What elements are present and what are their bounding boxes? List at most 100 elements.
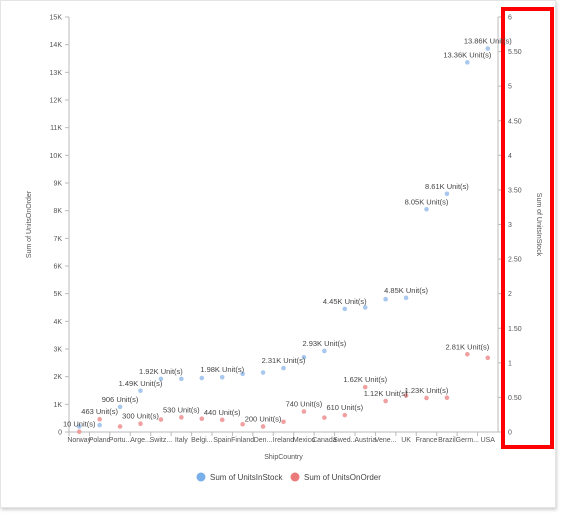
data-point[interactable] <box>301 355 307 360</box>
x-tick-label: Italy <box>175 437 188 444</box>
x-tick-label: Arge... <box>130 437 151 444</box>
data-point[interactable] <box>76 424 82 429</box>
right-tick-label: 2.50 <box>508 257 522 264</box>
x-tick-label: Vene... <box>375 437 397 444</box>
x-tick-label: Portu... <box>109 437 132 444</box>
data-point[interactable] <box>424 395 429 401</box>
x-tick-label: Austria <box>354 437 376 444</box>
data-label: 1.62K Unit(s) <box>343 375 387 384</box>
data-point[interactable] <box>260 370 266 375</box>
data-point[interactable] <box>179 376 184 382</box>
data-point[interactable] <box>465 351 470 357</box>
left-tick-label: 7K <box>53 236 62 243</box>
data-label: 4.85K Unit(s) <box>384 286 428 295</box>
data-point[interactable] <box>76 429 82 435</box>
data-point[interactable] <box>485 355 491 361</box>
left-tick-label: 12K <box>50 98 63 105</box>
data-label: 530 Unit(s) <box>163 405 200 414</box>
right-tick-label: 1 <box>508 360 512 367</box>
data-label: 2.31K Unit(s) <box>262 356 306 365</box>
data-point[interactable] <box>424 206 429 212</box>
data-point[interactable] <box>97 422 102 428</box>
left-tick-label: 6K <box>53 264 62 271</box>
data-point[interactable] <box>219 417 225 423</box>
data-point[interactable] <box>219 374 225 380</box>
left-tick-label: 0 <box>58 430 62 437</box>
data-point[interactable] <box>322 348 327 354</box>
data-label: 2.93K Unit(s) <box>302 339 346 348</box>
data-point[interactable] <box>117 424 123 429</box>
data-point[interactable] <box>117 404 123 410</box>
right-tick-label: 3.50 <box>508 187 522 194</box>
legend-marker[interactable] <box>290 472 300 482</box>
data-label: 4.45K Unit(s) <box>323 297 367 306</box>
data-point[interactable] <box>403 393 409 398</box>
data-point[interactable] <box>260 424 266 429</box>
data-point[interactable] <box>199 375 205 381</box>
data-label: 740 Unit(s) <box>286 400 323 409</box>
data-label: 300 Unit(s) <box>122 412 159 421</box>
left-tick-label: 10K <box>50 153 63 160</box>
data-label: 1.49K Unit(s) <box>119 379 163 388</box>
data-point[interactable] <box>158 376 164 382</box>
x-tick-label: Mexico <box>293 437 315 444</box>
right-tick-label: 4 <box>508 153 512 160</box>
data-label: 2.81K Unit(s) <box>445 342 489 351</box>
data-point[interactable] <box>383 296 388 302</box>
data-label: 13.86K Unit(s) <box>464 37 512 46</box>
data-point[interactable] <box>179 415 184 420</box>
data-point[interactable] <box>362 384 368 390</box>
data-point[interactable] <box>158 417 164 422</box>
left-tick-label: 8K <box>53 208 62 215</box>
data-label: 1.98K Unit(s) <box>200 365 244 374</box>
data-point[interactable] <box>465 60 470 65</box>
data-label: 1.92K Unit(s) <box>139 367 183 376</box>
right-axis-highlight-box <box>501 7 554 449</box>
left-tick-label: 15K <box>50 15 63 22</box>
data-point[interactable] <box>97 416 102 422</box>
x-tick-label: Norway <box>67 437 91 444</box>
left-tick-label: 3K <box>53 347 62 354</box>
data-point[interactable] <box>199 416 205 422</box>
x-axis-title: ShipCountry <box>264 454 303 461</box>
x-tick-label: Swed... <box>333 437 356 444</box>
data-point[interactable] <box>403 295 409 301</box>
right-tick-label: 4.50 <box>508 118 522 125</box>
data-point[interactable] <box>342 306 348 312</box>
legend-marker[interactable] <box>196 472 206 482</box>
x-tick-label: Switz... <box>150 437 173 444</box>
data-point[interactable] <box>281 419 286 425</box>
right-tick-label: 2 <box>508 291 512 298</box>
data-label: 10 Unit(s) <box>63 420 96 429</box>
data-point[interactable] <box>362 305 368 310</box>
data-point[interactable] <box>485 46 491 51</box>
right-tick-label: 1.50 <box>508 326 522 333</box>
data-point[interactable] <box>138 388 143 394</box>
data-point[interactable] <box>240 371 245 377</box>
data-point[interactable] <box>138 421 143 427</box>
data-point[interactable] <box>301 409 307 414</box>
left-tick-label: 1K <box>53 402 62 409</box>
data-point[interactable] <box>342 412 348 418</box>
left-tick-label: 13K <box>50 70 63 77</box>
x-tick-label: USA <box>481 437 496 444</box>
data-label: 8.05K Unit(s) <box>405 197 449 206</box>
x-tick-label: Finland <box>231 437 254 444</box>
data-label: 1.23K Unit(s) <box>405 386 449 395</box>
data-label: 8.61K Unit(s) <box>425 182 469 191</box>
left-tick-label: 11K <box>50 125 62 132</box>
data-point[interactable] <box>240 421 245 427</box>
x-tick-label: Canada <box>312 437 337 444</box>
data-point[interactable] <box>383 398 388 404</box>
data-label: 440 Unit(s) <box>204 408 241 417</box>
left-tick-label: 4K <box>53 319 62 326</box>
left-tick-label: 14K <box>50 42 63 49</box>
legend-label[interactable]: Sum of UnitsOnOrder <box>304 473 381 482</box>
x-tick-label: Belgi... <box>191 437 212 444</box>
legend-label[interactable]: Sum of UnitsInStock <box>210 473 283 482</box>
data-point[interactable] <box>444 395 450 400</box>
data-point[interactable] <box>322 415 327 420</box>
data-point[interactable] <box>281 365 286 371</box>
data-label: 200 Unit(s) <box>245 414 282 423</box>
data-point[interactable] <box>444 191 450 197</box>
